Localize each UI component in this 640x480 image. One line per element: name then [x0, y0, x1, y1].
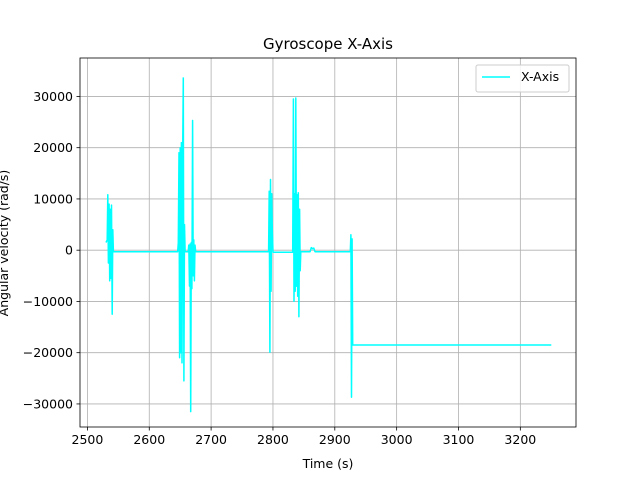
legend-label: X-Axis [521, 69, 559, 84]
x-tick-label: 2700 [195, 432, 227, 447]
y-tick-label: 0 [65, 243, 73, 258]
y-tick-label: −20000 [23, 345, 73, 360]
x-axis: 2500 2600 2700 2800 2900 3000 3100 3200 [72, 427, 536, 447]
series-line-x-axis [105, 77, 552, 413]
x-tick-label: 3100 [443, 432, 475, 447]
gridlines [80, 58, 576, 427]
y-tick-label: 10000 [33, 191, 73, 206]
x-tick-label: 2800 [257, 432, 289, 447]
legend: X-Axis [475, 64, 570, 93]
x-axis-label: Time (s) [302, 456, 354, 471]
plot-frame [79, 57, 577, 428]
y-tick-label: 20000 [33, 140, 73, 155]
y-axis: −30000 −20000 −10000 0 10000 20000 30000 [23, 89, 80, 411]
chart-title: Gyroscope X-Axis [263, 35, 393, 53]
y-tick-label: −30000 [23, 396, 73, 411]
x-tick-label: 2500 [72, 432, 104, 447]
y-axis-label: Angular velocity (rad/s) [0, 170, 11, 317]
x-tick-label: 3200 [504, 432, 536, 447]
series-layer [105, 77, 552, 413]
x-tick-label: 2600 [133, 432, 165, 447]
x-tick-label: 3000 [381, 432, 413, 447]
legend-box [475, 64, 570, 93]
y-tick-label: −10000 [23, 294, 73, 309]
x-tick-label: 2900 [319, 432, 351, 447]
plot-area [80, 58, 576, 427]
y-tick-label: 30000 [33, 89, 73, 104]
